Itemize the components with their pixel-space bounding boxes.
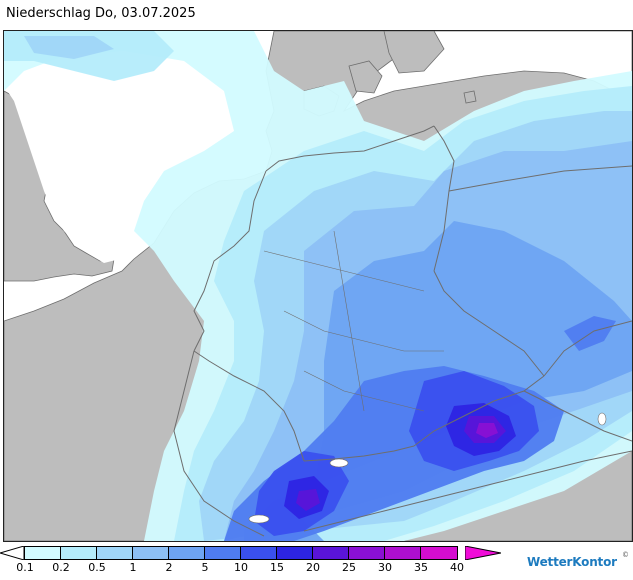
- copyright-mark: ©: [622, 551, 629, 559]
- border-layer: [173, 125, 632, 537]
- border-de-nl: [193, 170, 267, 352]
- legend-tick: 5: [201, 561, 209, 574]
- state-borders: [263, 230, 444, 412]
- border-cz-pl: [543, 320, 632, 377]
- legend-arrow-left-icon: [0, 546, 24, 560]
- border-de-fr: [193, 350, 305, 462]
- border-pl-east: [448, 165, 632, 192]
- border-at-sk: [523, 390, 632, 442]
- legend-tick: 25: [342, 561, 356, 574]
- border-at-it: [303, 450, 632, 532]
- border-de-ch: [303, 445, 415, 462]
- legend-swatch-0.2: [61, 547, 97, 559]
- border-de-cz: [433, 270, 545, 377]
- precipitation-legend: 0.1 0.2 0.5 1 2 5 10 15 20 25 30 35 40: [0, 543, 633, 580]
- legend-swatch-1: [133, 547, 169, 559]
- map-canvas: [4, 31, 632, 541]
- precip-15: [284, 403, 516, 519]
- lake-neusiedl: [597, 412, 607, 426]
- legend-tick: 2: [165, 561, 173, 574]
- legend-swatch-30: [385, 547, 421, 559]
- lake-constance: [329, 458, 349, 468]
- precipitation-layer: [4, 31, 632, 541]
- legend-tick: 40: [450, 561, 464, 574]
- legend-swatch-10: [241, 547, 277, 559]
- land-sweden-tip: [383, 31, 445, 74]
- wetterkontor-logo[interactable]: WetterKontor: [527, 555, 617, 569]
- legend-tick: 0.2: [52, 561, 70, 574]
- lake-layer: [248, 412, 607, 524]
- legend-swatch-0.5: [97, 547, 133, 559]
- border-de-dk: [265, 125, 435, 172]
- legend-tick: 0.5: [88, 561, 106, 574]
- precipitation-map: [3, 30, 633, 542]
- sea-north: [4, 31, 266, 263]
- legend-tick: 1: [129, 561, 137, 574]
- land-zealand: [348, 60, 383, 94]
- map-title: Niederschlag Do, 03.07.2025: [6, 6, 196, 21]
- legend-swatch-2: [169, 547, 205, 559]
- legend-swatch-20: [313, 547, 349, 559]
- border-de-pl: [433, 125, 455, 272]
- legend-color-bar: [24, 546, 458, 560]
- legend-tick: 35: [414, 561, 428, 574]
- legend-swatch-0.1: [25, 547, 61, 559]
- border-de-at: [413, 375, 545, 447]
- legend-tick: 15: [270, 561, 284, 574]
- legend-tick: 10: [234, 561, 248, 574]
- legend-swatch-15: [277, 547, 313, 559]
- border-fr-ch: [173, 350, 265, 537]
- precip-25: [334, 423, 498, 467]
- lake-geneva: [248, 514, 270, 524]
- legend-swatch-25: [349, 547, 385, 559]
- land-bornholm: [463, 90, 477, 104]
- legend-tick: 20: [306, 561, 320, 574]
- legend-swatch-35: [421, 547, 457, 559]
- legend-tick: 30: [378, 561, 392, 574]
- legend-arrow-right-icon: [465, 546, 501, 560]
- legend-tick: 0.1: [16, 561, 34, 574]
- legend-swatch-5: [205, 547, 241, 559]
